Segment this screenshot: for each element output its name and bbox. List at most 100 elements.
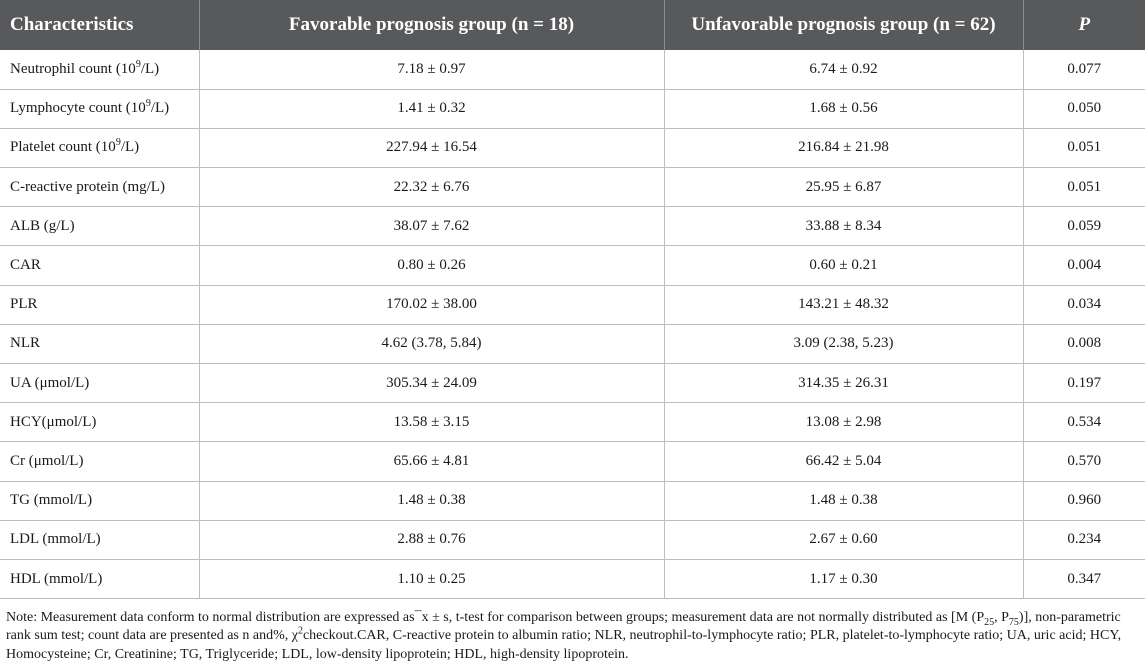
table-row: Platelet count (109/L) 227.94 ± 16.54 216.… — [0, 128, 1145, 169]
table-row: CAR 0.80 ± 0.26 0.60 ± 0.21 0.004 — [0, 245, 1145, 286]
characteristic-label: C-reactive protein (mg/L) — [10, 178, 165, 195]
table-row: C-reactive protein (mg/L) 22.32 ± 6.76 25.… — [0, 167, 1145, 208]
row-unfavorable-value: 0.60 ± 0.21 — [663, 245, 1023, 286]
table-row: Lymphocyte count (109/L) 1.41 ± 0.32 1.68 … — [0, 89, 1145, 129]
row-characteristic: CAR — [0, 245, 199, 286]
note-xbar: ¯x ± s — [414, 610, 449, 626]
row-characteristic: HCY(μmol/L) — [0, 402, 199, 443]
row-characteristic: HDL (mmol/L) — [0, 559, 199, 600]
note-part3: , P — [994, 610, 1009, 626]
note-part1: Note: Measurement data conform to normal… — [6, 610, 415, 626]
row-favorable-value: 65.66 ± 4.81 — [198, 441, 664, 482]
note-sub-75: 75 — [1008, 616, 1019, 628]
header-characteristics: Characteristics — [10, 14, 134, 35]
characteristic-label: Cr (μmol/L) — [10, 452, 84, 469]
note-part4: )], non-parametric rank sum test; count … — [6, 610, 1121, 644]
row-characteristic: UA (μmol/L) — [0, 363, 199, 404]
header-p: P — [1022, 0, 1145, 50]
note-sup-2: 2 — [297, 625, 303, 637]
row-p-value: 0.051 — [1022, 128, 1145, 169]
row-characteristic: LDL (mmol/L) — [0, 520, 199, 560]
row-favorable-value: 2.88 ± 0.76 — [198, 520, 664, 560]
row-favorable-value: 4.62 (3.78, 5.84) — [198, 324, 664, 365]
characteristic-label: ALB (g/L) — [10, 217, 75, 234]
header-row: Characteristics Favorable prognosis grou… — [0, 0, 1145, 50]
table-row: HDL (mmol/L) 1.10 ± 0.25 1.17 ± 0.30 0.347 — [0, 559, 1145, 600]
header-unfavorable: Unfavorable prognosis group (n = 62) — [663, 0, 1023, 50]
table-row: UA (μmol/L) 305.34 ± 24.09 314.35 ± 26.31 0… — [0, 363, 1145, 404]
note-part5: checkout.CAR, C-reactive protein to albu… — [6, 628, 1122, 662]
row-unfavorable-value: 1.48 ± 0.38 — [663, 481, 1023, 521]
row-unfavorable-value: 314.35 ± 26.31 — [663, 363, 1023, 404]
table-row: PLR 170.02 ± 38.00 143.21 ± 48.32 0.034 — [0, 285, 1145, 325]
characteristic-label: Neutrophil count (10 — [10, 60, 136, 77]
row-characteristic: TG (mmol/L) — [0, 481, 199, 521]
row-p-value: 0.570 — [1022, 441, 1145, 482]
row-favorable-value: 13.58 ± 3.15 — [198, 402, 664, 443]
characteristic-unit-tail: /L) — [120, 139, 140, 156]
row-favorable-value: 7.18 ± 0.97 — [198, 50, 664, 90]
row-p-value: 0.034 — [1022, 285, 1145, 325]
characteristic-label: Lymphocyte count (10 — [10, 100, 146, 117]
characteristic-unit-tail: /L) — [140, 60, 160, 77]
row-unfavorable-value: 33.88 ± 8.34 — [663, 206, 1023, 247]
row-characteristic: Neutrophil count (109/L) — [0, 50, 199, 90]
row-favorable-value: 170.02 ± 38.00 — [198, 285, 664, 325]
row-p-value: 0.051 — [1022, 167, 1145, 208]
row-unfavorable-value: 66.42 ± 5.04 — [663, 441, 1023, 482]
row-unfavorable-value: 13.08 ± 2.98 — [663, 402, 1023, 443]
row-characteristic: Platelet count (109/L) — [0, 128, 199, 169]
row-characteristic: Cr (μmol/L) — [0, 441, 199, 482]
characteristic-label: LDL (mmol/L) — [10, 531, 101, 548]
row-characteristic: Lymphocyte count (109/L) — [0, 89, 199, 129]
row-characteristic: C-reactive protein (mg/L) — [0, 167, 199, 208]
row-unfavorable-value: 1.68 ± 0.56 — [663, 89, 1023, 129]
row-characteristic: PLR — [0, 285, 199, 325]
row-unfavorable-value: 25.95 ± 6.87 — [663, 167, 1023, 208]
row-p-value: 0.197 — [1022, 363, 1145, 404]
row-p-value: 0.008 — [1022, 324, 1145, 365]
row-p-value: 0.534 — [1022, 402, 1145, 443]
characteristic-label: PLR — [10, 296, 38, 313]
row-unfavorable-value: 6.74 ± 0.92 — [663, 50, 1023, 90]
characteristic-label: HDL (mmol/L) — [10, 570, 103, 587]
header-favorable: Favorable prognosis group (n = 18) — [198, 0, 664, 50]
row-unfavorable-value: 143.21 ± 48.32 — [663, 285, 1023, 325]
row-p-value: 0.960 — [1022, 481, 1145, 521]
characteristic-label: TG (mmol/L) — [10, 492, 93, 509]
table-row: NLR 4.62 (3.78, 5.84) 3.09 (2.38, 5.23) 0.0… — [0, 324, 1145, 365]
row-characteristic: NLR — [0, 324, 199, 365]
row-unfavorable-value: 216.84 ± 21.98 — [663, 128, 1023, 169]
characteristics-table: Characteristics Favorable prognosis grou… — [0, 0, 1145, 600]
table-row: ALB (g/L) 38.07 ± 7.62 33.88 ± 8.34 0.059 — [0, 206, 1145, 247]
row-characteristic: ALB (g/L) — [0, 206, 199, 247]
note-part2: , t-test for comparison between groups; … — [448, 610, 985, 626]
row-favorable-value: 305.34 ± 24.09 — [198, 363, 664, 404]
row-favorable-value: 0.80 ± 0.26 — [198, 245, 664, 286]
row-favorable-value: 22.32 ± 6.76 — [198, 167, 664, 208]
row-p-value: 0.347 — [1022, 559, 1145, 600]
table-container: Characteristics Favorable prognosis grou… — [0, 0, 1145, 600]
note-sub-25: 25 — [984, 616, 995, 628]
characteristic-label: NLR — [10, 335, 40, 352]
row-unfavorable-value: 1.17 ± 0.30 — [663, 559, 1023, 600]
characteristic-label: UA (μmol/L) — [10, 374, 90, 391]
table-row: Cr (μmol/L) 65.66 ± 4.81 66.42 ± 5.04 0.570 — [0, 441, 1145, 482]
characteristic-superscript: 9 — [135, 58, 141, 70]
row-p-value: 0.077 — [1022, 50, 1145, 90]
row-p-value: 0.234 — [1022, 520, 1145, 560]
characteristic-superscript: 9 — [145, 98, 151, 110]
characteristic-superscript: 9 — [115, 137, 121, 149]
characteristic-label: CAR — [10, 257, 41, 274]
row-p-value: 0.050 — [1022, 89, 1145, 129]
row-favorable-value: 1.41 ± 0.32 — [198, 89, 664, 129]
row-p-value: 0.059 — [1022, 206, 1145, 247]
row-favorable-value: 38.07 ± 7.62 — [198, 206, 664, 247]
table-row: TG (mmol/L) 1.48 ± 0.38 1.48 ± 0.38 0.960 — [0, 481, 1145, 521]
characteristic-unit-tail: /L) — [150, 100, 170, 117]
table-note: Note: Measurement data conform to normal… — [0, 599, 1145, 664]
characteristic-label: Platelet count (10 — [10, 139, 116, 156]
characteristic-label: HCY(μmol/L) — [10, 413, 97, 430]
row-favorable-value: 1.48 ± 0.38 — [198, 481, 664, 521]
row-favorable-value: 1.10 ± 0.25 — [198, 559, 664, 600]
